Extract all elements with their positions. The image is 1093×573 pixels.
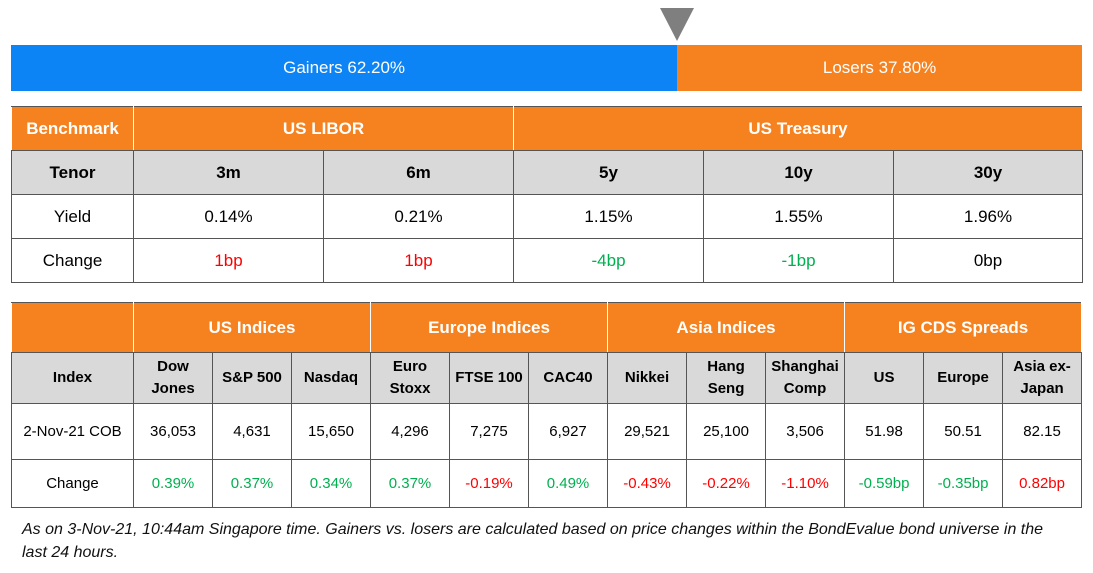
change-row: Change 0.39% 0.37% 0.34% 0.37% -0.19% 0.49% -0.… <box>11 459 1083 508</box>
losers-bar: Losers 37.80% <box>677 45 1082 91</box>
tenor-cell: 10y <box>703 150 895 195</box>
change-cell: 0bp <box>893 238 1084 283</box>
subheader-row: Index Dow Jones S&P 500 Nasdaq Euro Stoxx FTS… <box>11 352 1083 404</box>
level-cell: 3,506 <box>765 403 846 460</box>
change-cell: -4bp <box>513 238 705 283</box>
tenor-cell: 6m <box>322 150 515 195</box>
change-row: Change 1bp 1bp -4bp -1bp 0bp <box>11 238 1084 283</box>
change-cell: -0.22% <box>686 459 767 508</box>
change-cell: 0.82bp <box>1002 459 1083 508</box>
level-cell: 2-Nov-21 COB <box>11 403 134 460</box>
change-cell: 0.37% <box>370 459 450 508</box>
subheader-cell: Europe <box>923 352 1004 404</box>
change-cell: 1bp <box>322 238 515 283</box>
level-cell: 25,100 <box>686 403 767 460</box>
subheader-cell: US <box>844 352 925 404</box>
tenor-row: Tenor 3m 6m 5y 10y 30y <box>11 150 1084 195</box>
yield-cell: 0.21% <box>322 194 515 239</box>
change-cell: -0.35bp <box>923 459 1004 508</box>
level-cell: 50.51 <box>923 403 1004 460</box>
yield-cell: 1.15% <box>513 194 705 239</box>
level-cell: 4,296 <box>370 403 450 460</box>
yield-cell: 1.55% <box>703 194 895 239</box>
subheader-cell: Hang Seng <box>686 352 767 404</box>
gainers-bar: Gainers 62.20% <box>11 45 678 91</box>
tenor-cell: Tenor <box>11 150 134 195</box>
level-cell: 51.98 <box>844 403 925 460</box>
indices-table: US Indices Europe Indices Asia Indices IG C… <box>11 302 1083 508</box>
level-row: 2-Nov-21 COB 36,053 4,631 15,650 4,296 7,275 6… <box>11 403 1083 460</box>
change-cell: 0.34% <box>291 459 371 508</box>
yield-cell: 0.14% <box>133 194 324 239</box>
change-cell: -0.19% <box>449 459 529 508</box>
header-cell <box>11 302 134 353</box>
tenor-cell: 3m <box>133 150 324 195</box>
change-cell: -1.10% <box>765 459 846 508</box>
level-cell: 82.15 <box>1002 403 1083 460</box>
subheader-cell: Nasdaq <box>291 352 371 404</box>
subheader-cell: Index <box>11 352 134 404</box>
change-cell: 0.39% <box>133 459 213 508</box>
subheader-cell: Dow Jones <box>133 352 213 404</box>
sentiment-marker <box>660 8 695 41</box>
yield-cell: 1.96% <box>893 194 1084 239</box>
subheader-cell: Euro Stoxx <box>370 352 450 404</box>
subheader-cell: Asia ex-Japan <box>1002 352 1083 404</box>
change-cell: 0.49% <box>527 459 609 508</box>
subheader-cell: Nikkei <box>607 352 688 404</box>
change-cell: 1bp <box>133 238 324 283</box>
change-cell: -0.43% <box>607 459 688 508</box>
sentiment-bar: Gainers 62.20% Losers 37.80% <box>11 45 1082 91</box>
yield-cell: Yield <box>11 194 134 239</box>
group-row: US Indices Europe Indices Asia Indices IG C… <box>11 302 1083 353</box>
row-label: Change <box>11 459 134 508</box>
subheader-cell: FTSE 100 <box>449 352 529 404</box>
header-row: Benchmark US LIBOR US Treasury <box>11 106 1084 151</box>
level-cell: 6,927 <box>527 403 609 460</box>
level-cell: 15,650 <box>291 403 371 460</box>
tenor-cell: 5y <box>513 150 705 195</box>
level-cell: 36,053 <box>133 403 213 460</box>
change-cell: -0.59bp <box>844 459 925 508</box>
header-cell: Benchmark <box>11 106 134 151</box>
level-cell: 29,521 <box>607 403 688 460</box>
level-cell: 4,631 <box>212 403 292 460</box>
footnote: As on 3-Nov-21, 10:44am Singapore time. … <box>22 521 1044 561</box>
header-cell: US Treasury <box>513 106 1084 151</box>
change-cell: -1bp <box>703 238 895 283</box>
header-cell: US LIBOR <box>132 106 515 151</box>
rates-table: Benchmark US LIBOR US Treasury Tenor 3m 6m 5y 1… <box>11 106 1084 283</box>
change-cell: 0.37% <box>212 459 292 508</box>
group-cell: IG CDS Spreads <box>844 302 1083 353</box>
group-cell: Europe Indices <box>369 302 609 353</box>
level-cell: 7,275 <box>449 403 529 460</box>
group-cell: US Indices <box>133 302 371 353</box>
row-label: Change <box>11 238 134 283</box>
group-cell: Asia Indices <box>607 302 846 353</box>
subheader-cell: S&P 500 <box>212 352 292 404</box>
yield-row: Yield 0.14% 0.21% 1.15% 1.55% 1.96% <box>11 194 1084 239</box>
subheader-cell: Shanghai Comp <box>765 352 846 404</box>
tenor-cell: 30y <box>893 150 1084 195</box>
subheader-cell: CAC40 <box>527 352 609 404</box>
